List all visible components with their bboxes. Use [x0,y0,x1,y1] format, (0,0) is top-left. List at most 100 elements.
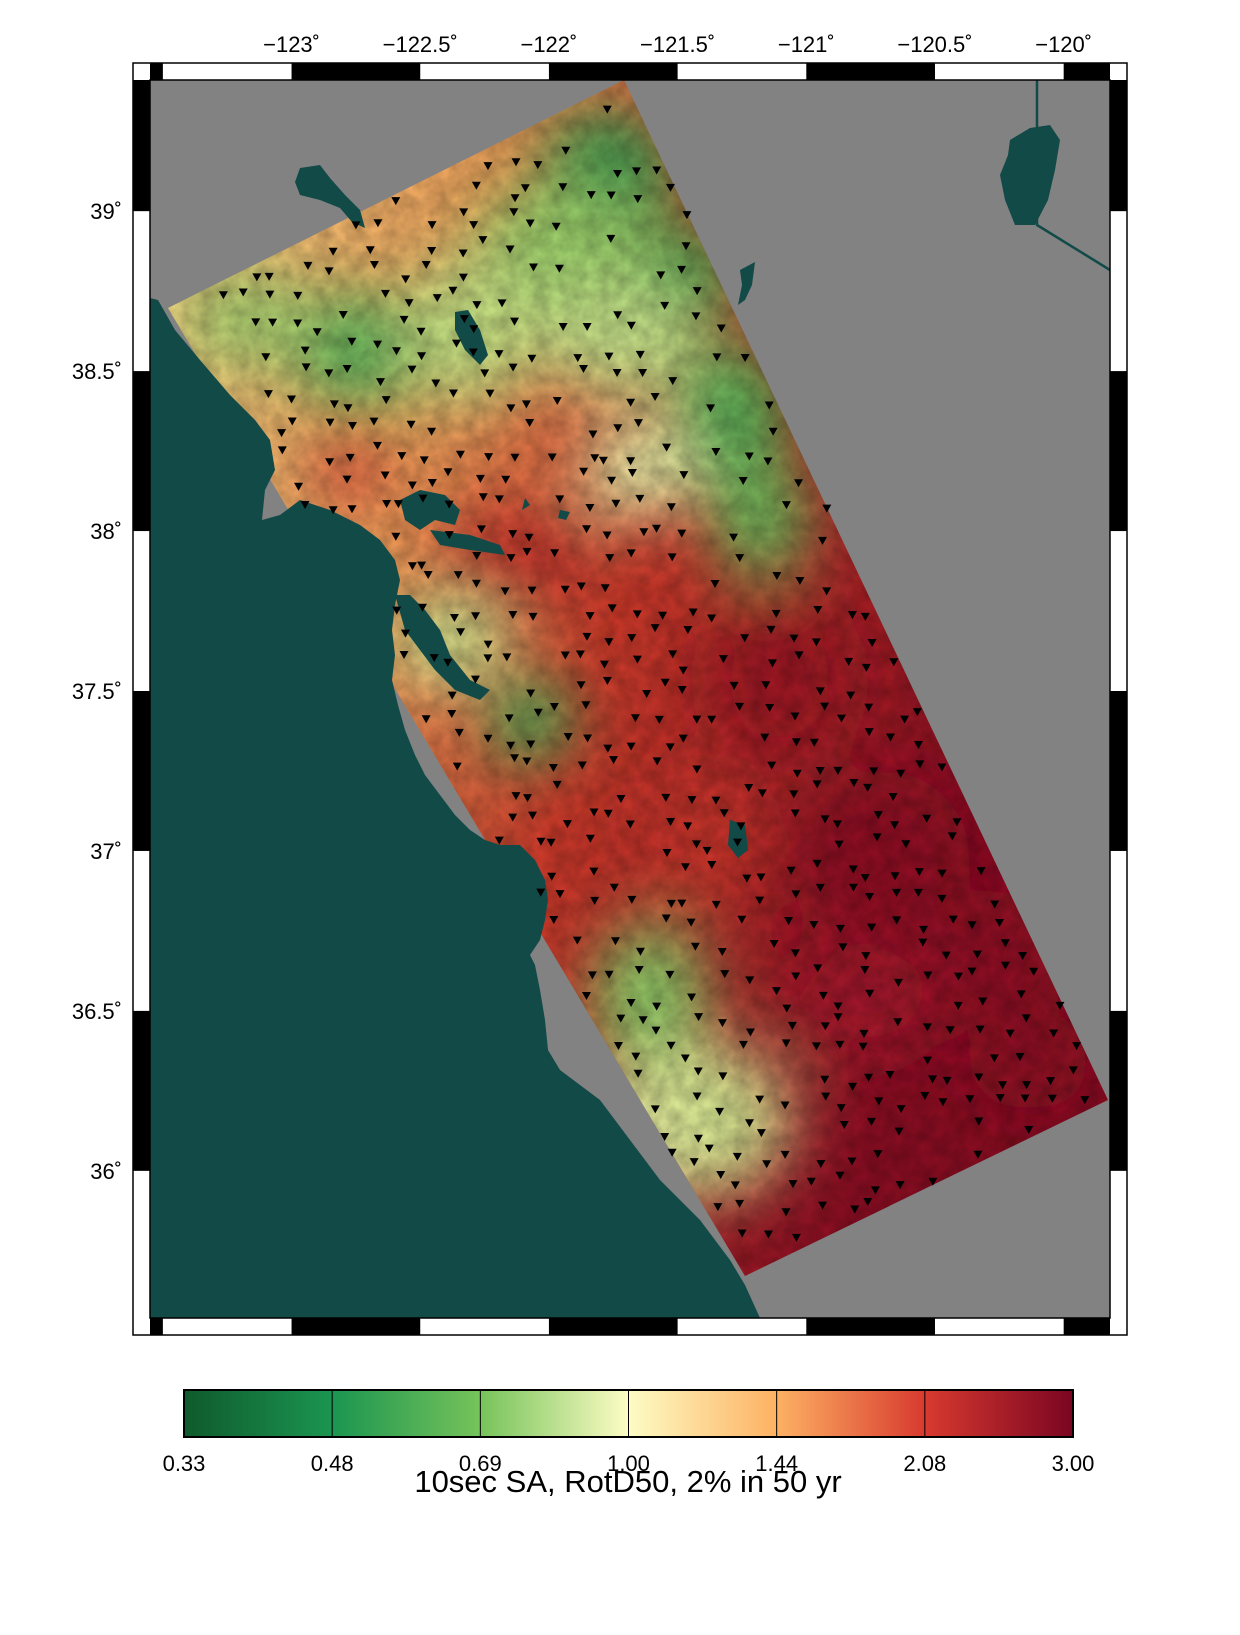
station-marker [652,166,662,175]
station-marker [687,796,697,805]
station-marker [548,763,558,772]
station-marker [602,676,612,685]
station-marker [604,638,614,647]
station-marker [650,393,660,402]
station-marker [788,1180,798,1189]
station-marker [626,321,636,330]
station-marker [404,299,414,308]
station-marker [1024,1125,1034,1134]
colorbar-title: 10sec SA, RotD50, 2% in 50 yr [414,1464,841,1499]
station-marker [613,170,623,179]
station-marker [485,389,495,398]
frame-bar [1110,1010,1127,1171]
station-marker [784,917,794,926]
station-marker [704,1144,714,1153]
station-marker [287,417,297,426]
station-marker [533,708,543,717]
station-marker [606,234,616,243]
station-marker [536,888,546,897]
station-marker [861,952,871,961]
station-marker [859,1029,869,1038]
station-marker [761,681,771,690]
station-marker [375,378,385,387]
station-marker [494,495,504,504]
station-marker [418,603,428,612]
station-marker [505,245,515,254]
station-marker [874,1097,884,1106]
station-marker [588,430,598,439]
station-marker [762,1160,772,1169]
station-marker [380,289,390,298]
station-marker [945,1026,955,1035]
station-marker [458,273,468,282]
station-marker [443,468,453,477]
station-marker [427,479,437,488]
station-marker [277,429,287,438]
station-marker [835,924,845,933]
station-marker [771,609,781,618]
station-marker [455,450,465,459]
station-marker [683,822,693,831]
station-marker [811,1042,821,1051]
station-marker [892,888,902,897]
station-marker [795,577,805,586]
station-marker [780,1101,790,1110]
station-marker [443,658,453,667]
station-marker [589,808,599,817]
station-marker [631,167,641,176]
station-marker [844,657,854,666]
station-marker [889,658,899,667]
station-marker [582,525,592,534]
station-marker [417,561,427,570]
station-marker [1022,1081,1032,1090]
station-marker [864,1073,874,1082]
station-marker [687,993,697,1002]
station-marker [679,471,689,480]
station-marker [616,1014,626,1023]
station-marker [678,734,688,743]
station-marker [600,584,610,593]
station-marker [847,1157,857,1166]
station-marker [607,476,617,485]
frame-bar [150,1318,163,1335]
station-marker [866,1117,876,1126]
station-marker [901,840,911,849]
station-marker [522,757,532,766]
station-marker [613,424,623,433]
station-marker [578,364,588,373]
station-marker [444,531,454,540]
frame-bar [1110,80,1127,212]
lakes [295,125,1060,520]
station-marker [550,549,560,558]
station-marker [660,301,670,310]
frame-bar [133,1010,150,1171]
station-marker [469,221,479,230]
station-marker [391,347,401,356]
lon-tick-label: −121˚ [778,32,835,57]
station-marker [638,1016,648,1025]
station-marker [833,1002,843,1011]
station-marker [787,1021,797,1030]
station-marker [558,323,568,332]
frame-bar [806,1318,935,1335]
station-marker [399,315,409,324]
station-marker [998,1081,1008,1090]
station-marker [626,457,636,466]
station-marker [838,943,848,952]
station-marker [858,1042,868,1051]
station-marker [892,916,902,925]
station-marker [293,319,303,328]
station-marker [627,634,637,643]
station-marker [527,354,537,363]
station-marker [791,738,801,747]
station-marker [815,883,825,892]
station-marker [582,632,592,641]
station-marker [812,859,822,868]
station-marker [632,610,642,619]
station-marker [717,947,727,956]
station-marker [839,1121,849,1130]
station-marker [789,634,799,643]
station-marker [791,972,801,981]
station-marker [662,848,672,857]
station-marker [692,1092,702,1101]
